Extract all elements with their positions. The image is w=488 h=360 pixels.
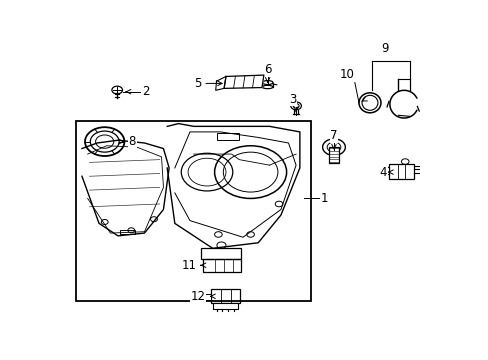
Bar (388, 164, 413, 179)
Text: 6: 6 (264, 63, 271, 76)
Text: 8: 8 (128, 135, 136, 148)
Bar (205, 294, 210, 301)
Text: 12: 12 (190, 290, 205, 303)
Text: 7: 7 (329, 129, 337, 142)
Bar (383, 167, 388, 174)
Text: 4: 4 (379, 166, 386, 179)
Bar (212, 303, 238, 309)
Bar (216, 133, 239, 140)
Bar (120, 230, 135, 234)
Bar (203, 258, 241, 272)
Text: 3: 3 (289, 93, 296, 105)
Bar (201, 248, 241, 258)
Bar (76, 121, 311, 301)
Text: 1: 1 (320, 192, 327, 205)
Text: 9: 9 (381, 42, 388, 55)
Text: 10: 10 (339, 68, 353, 81)
Bar (328, 147, 339, 163)
Text: 2: 2 (142, 85, 149, 98)
Text: 11: 11 (181, 259, 196, 272)
Polygon shape (224, 75, 264, 89)
Text: 5: 5 (194, 77, 201, 90)
Bar (210, 289, 240, 303)
